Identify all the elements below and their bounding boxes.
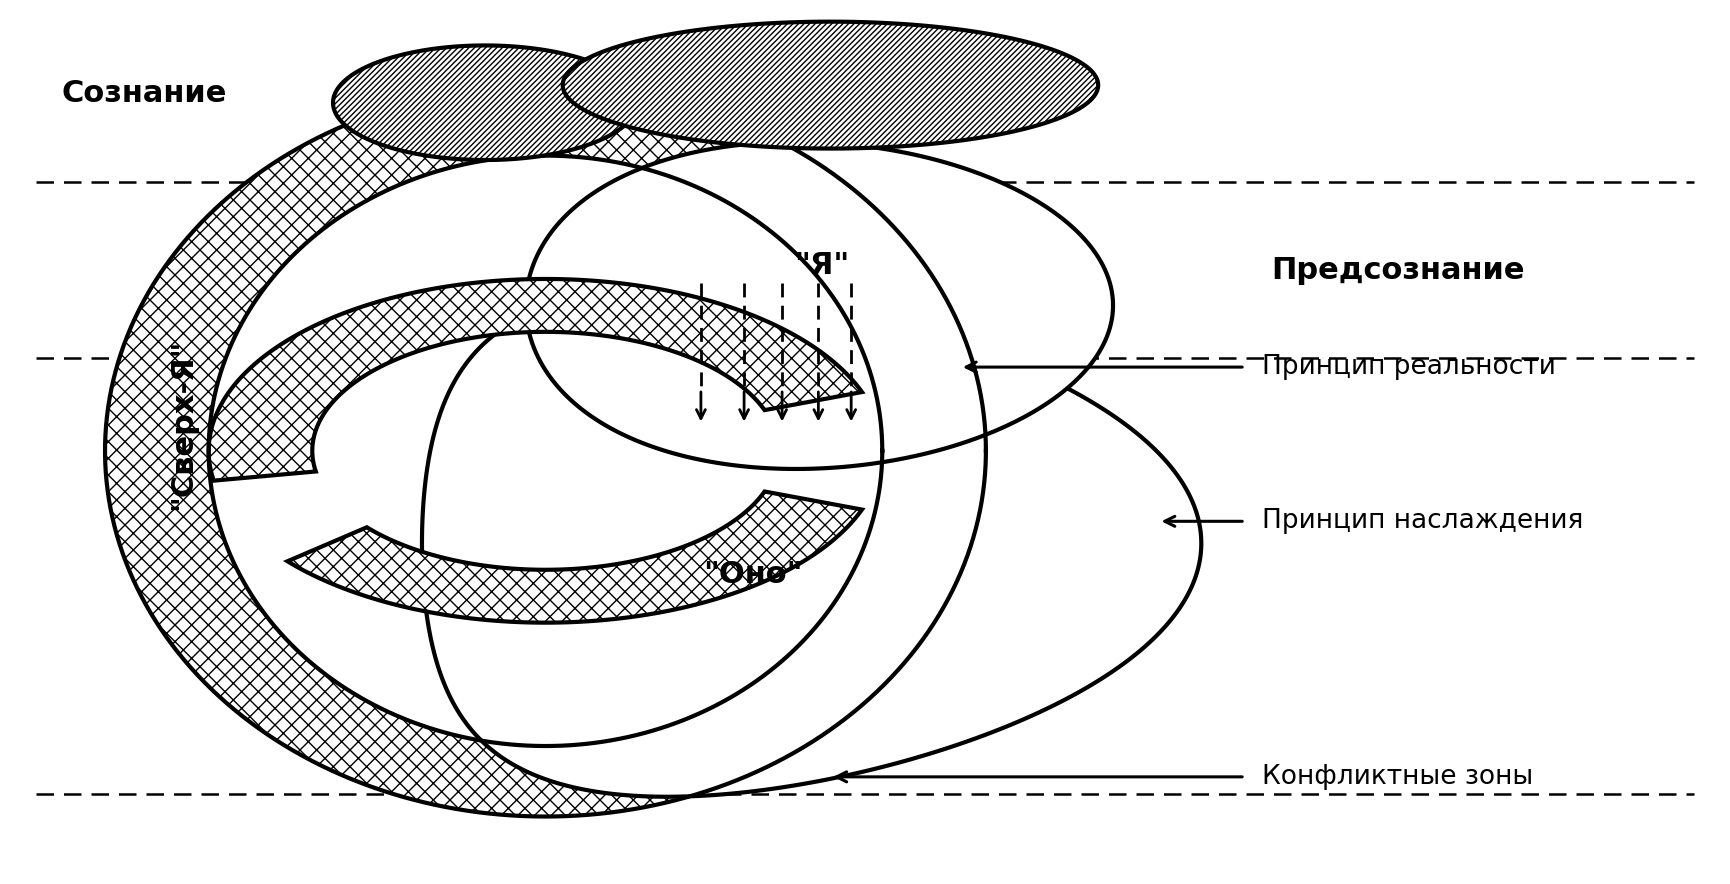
Polygon shape xyxy=(332,45,637,160)
Polygon shape xyxy=(287,492,862,622)
Text: "Оно": "Оно" xyxy=(702,560,803,589)
Text: "Я": "Я" xyxy=(794,251,849,280)
Text: Принцип реальности: Принцип реальности xyxy=(1263,354,1557,380)
Text: "Сверх-Я": "Сверх-Я" xyxy=(168,339,197,510)
Polygon shape xyxy=(209,279,862,481)
Polygon shape xyxy=(209,156,882,746)
Text: Конфликтные зоны: Конфликтные зоны xyxy=(1263,764,1533,790)
Text: Сознание: Сознание xyxy=(62,80,227,109)
Text: Предсознание: Предсознание xyxy=(1272,255,1524,285)
Polygon shape xyxy=(562,21,1099,149)
Polygon shape xyxy=(526,141,1112,469)
Text: Принцип наслаждения: Принцип наслаждения xyxy=(1263,508,1583,534)
Polygon shape xyxy=(422,290,1201,796)
Polygon shape xyxy=(106,85,986,817)
